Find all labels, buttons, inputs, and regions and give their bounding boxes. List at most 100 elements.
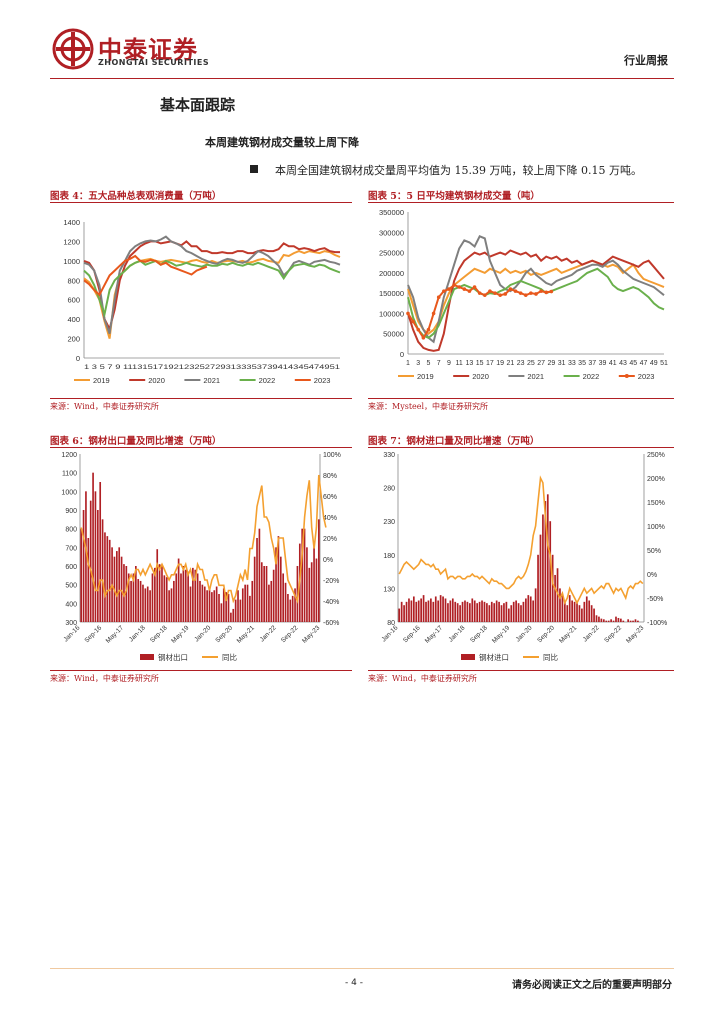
bar	[215, 586, 218, 622]
bar	[139, 580, 142, 622]
series-point-2023	[539, 289, 543, 293]
x-tick-label: 33	[568, 360, 576, 367]
x-tick-label: 7	[437, 360, 441, 367]
bar	[206, 590, 208, 622]
bar	[227, 594, 230, 622]
bar	[175, 573, 178, 622]
y-right-tick-label: 20%	[323, 536, 337, 543]
bar	[104, 532, 106, 622]
bar	[142, 584, 144, 622]
bar	[420, 598, 422, 622]
bar	[256, 538, 258, 622]
bar	[146, 586, 149, 622]
bar	[629, 620, 632, 622]
bar	[232, 608, 235, 622]
y-right-tick-label: 50%	[647, 548, 661, 555]
bar	[537, 554, 539, 622]
x-tick-label: Sep-20	[536, 624, 556, 644]
bar	[585, 596, 588, 622]
series-line-2022	[407, 267, 665, 339]
bar	[510, 605, 513, 622]
bar	[400, 601, 403, 622]
bar	[505, 601, 508, 622]
x-tick-label: May-21	[558, 624, 579, 645]
bar	[308, 567, 311, 622]
bar	[551, 554, 554, 622]
x-tick-label: Jan-20	[193, 624, 212, 643]
series-point-2023	[488, 289, 492, 293]
x-tick-label: 51	[660, 360, 668, 367]
series-point-2023	[472, 285, 477, 289]
bar	[127, 573, 130, 622]
bar	[270, 580, 273, 622]
x-tick-label: Jan-18	[448, 624, 467, 643]
series-line-2023	[83, 254, 208, 297]
y-right-tick-label: 80%	[323, 473, 337, 480]
bar	[253, 556, 256, 622]
bar	[615, 616, 617, 622]
bar	[456, 603, 459, 622]
fig6-title: 图表 6：钢材出口量及同比增速（万吨）	[50, 436, 222, 447]
y-tick-label: 1400	[63, 218, 80, 227]
bar	[507, 608, 510, 622]
bar	[313, 547, 315, 622]
bar	[527, 595, 530, 622]
series-point-2023	[493, 291, 497, 295]
bar	[125, 566, 128, 622]
y-right-tick-label: -40%	[323, 599, 339, 606]
bar	[549, 521, 552, 622]
y-left-tick-label: 700	[65, 545, 77, 552]
bar	[546, 494, 549, 622]
bar	[234, 599, 237, 622]
fig4-source-rule	[50, 398, 352, 399]
bar	[566, 605, 569, 622]
y-left-tick-label: 230	[383, 519, 395, 526]
legend-label-2021: 2021	[527, 372, 544, 381]
series-point-2023	[534, 292, 538, 296]
bar	[622, 620, 625, 622]
bar	[583, 601, 586, 622]
x-tick-label: 5	[427, 360, 431, 367]
fig5-source: 来源：Mysteel，中泰证券研究所	[368, 402, 489, 411]
y-left-tick-label: 600	[65, 564, 77, 571]
x-tick-label: 15	[476, 360, 484, 367]
bar	[529, 596, 532, 622]
bar	[180, 573, 182, 622]
bar	[539, 534, 542, 622]
bar	[211, 592, 213, 622]
x-tick-label: Jan-22	[582, 624, 601, 643]
fig6-chart: 300 400 500 600 700 800 900 1000 1100 1200 -60% -40…	[61, 452, 340, 662]
bar	[634, 619, 637, 622]
bar	[403, 605, 405, 622]
series-point-2023	[523, 293, 528, 297]
legend-label-2020: 2020	[148, 376, 165, 385]
bar	[163, 575, 166, 622]
bar	[201, 584, 204, 622]
legend-label-2023: 2023	[314, 376, 331, 385]
legend-swatch-bar	[461, 654, 475, 660]
bar	[556, 568, 559, 622]
series-point-2023	[462, 287, 467, 291]
bar	[237, 590, 239, 622]
bar	[208, 588, 211, 622]
bar	[120, 556, 123, 622]
y-left-tick-label: 330	[383, 452, 395, 459]
company-logo: 中泰证券 ZHONGTAI SECURITIES	[52, 28, 222, 72]
bar	[116, 551, 118, 622]
bar	[442, 596, 444, 622]
bar	[89, 500, 92, 622]
yoy-line	[80, 474, 327, 604]
x-tick-label: 13	[466, 360, 474, 367]
fig7-chart: 80 130 180 230 280 330 -100% -50% 0% 50% 100% 150% 2…	[380, 452, 667, 662]
series-point-2023	[426, 327, 431, 332]
bar	[277, 536, 280, 622]
series-point-2023	[416, 327, 421, 332]
bar	[454, 601, 457, 622]
y-tick-label: 0	[76, 354, 80, 363]
legend-label-yoy: 同比	[543, 652, 558, 662]
x-tick-label: Sep-16	[83, 624, 103, 644]
bar	[571, 600, 574, 622]
series-point-2023	[411, 319, 415, 324]
series-point-2023	[503, 292, 508, 296]
legend-label-yoy: 同比	[222, 652, 237, 662]
